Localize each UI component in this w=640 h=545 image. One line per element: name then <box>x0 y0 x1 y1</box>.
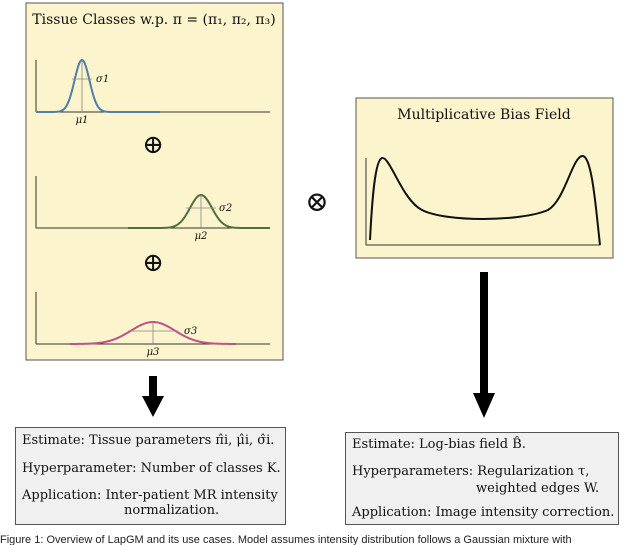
bias-application-text: Application: Image intensity correction. <box>352 505 615 520</box>
bias-hyperparameter-text: Hyperparameters: Regularization τ, <box>352 464 590 479</box>
multiply-operator: ⊗ <box>305 185 328 218</box>
bias-field-panel <box>355 97 614 259</box>
plus-operator-1: ⊕ <box>142 130 164 160</box>
arrow-down-left-icon <box>142 376 164 417</box>
gaussian-curve-1 <box>36 58 160 113</box>
bias-info-box: Estimate: Log-bias field B̂. Hyperparame… <box>345 432 619 525</box>
tissue-plot-1: μ1 σ1 <box>35 58 270 126</box>
tissue-application-text-cont: normalization. <box>124 503 220 518</box>
tissue-plot-3: μ3 σ3 <box>35 292 270 358</box>
plus-operator-2: ⊕ <box>142 248 164 278</box>
sigma2-label: σ2 <box>219 203 232 214</box>
bias-panel-title: Multiplicative Bias Field <box>397 107 570 123</box>
tissue-panel-title: Tissue Classes w.p. π = (π₁, π₂, π₃) <box>32 12 275 28</box>
tissue-estimate-text: Estimate: Tissue parameters π̂i, μ̂i, σ̂… <box>22 433 275 448</box>
tissue-application-text: Application: Inter-patient MR intensity <box>22 488 278 503</box>
mu2-label: μ2 <box>195 231 208 242</box>
bias-field-curve <box>369 155 601 246</box>
tissue-info-box: Estimate: Tissue parameters π̂i, μ̂i, σ̂… <box>15 427 286 525</box>
sigma3-label: σ3 <box>184 326 197 337</box>
sigma1-label: σ1 <box>96 74 109 85</box>
arrow-down-right-icon <box>473 272 495 418</box>
tissue-hyperparameter-text: Hyperparameter: Number of classes K. <box>22 461 281 476</box>
figure-caption: Figure 1: Overview of LapGM and its use … <box>0 534 572 545</box>
gaussian-curve-2 <box>128 193 270 229</box>
mu3-label: μ3 <box>147 347 160 358</box>
tissue-classes-panel <box>25 2 284 361</box>
bias-estimate-text: Estimate: Log-bias field B̂. <box>352 437 526 452</box>
tissue-plot-2: μ2 σ2 <box>35 176 270 242</box>
bias-hyperparameter-text-cont: weighted edges W. <box>476 481 600 496</box>
mu1-label: μ1 <box>76 115 89 126</box>
